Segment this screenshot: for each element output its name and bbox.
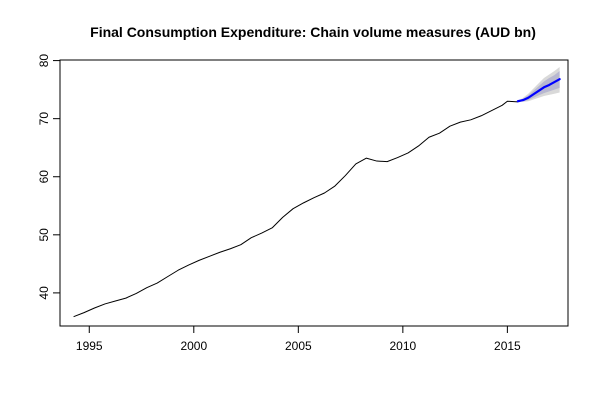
y-axis: 40 50 60 70 80 — [37, 54, 61, 300]
series-lines — [73, 78, 561, 318]
x-tick-label: 1995 — [76, 339, 103, 353]
history-series-line — [73, 100, 518, 318]
chart-title: Final Consumption Expenditure: Chain vol… — [90, 24, 536, 40]
forecast-band-95 — [517, 66, 560, 102]
y-tick-label: 80 — [37, 54, 51, 68]
plot-frame — [59, 59, 569, 327]
x-tick-label: 2010 — [389, 339, 416, 353]
x-tick-label: 2015 — [494, 339, 521, 353]
x-axis: 1995 2000 2005 2010 2015 — [76, 325, 521, 353]
forecast-band-80 — [517, 71, 560, 102]
y-tick-label: 70 — [37, 112, 51, 126]
y-tick-label: 60 — [37, 170, 51, 184]
forecast-intervals — [517, 66, 560, 102]
y-tick-label: 50 — [37, 228, 51, 242]
x-tick-label: 2000 — [180, 339, 207, 353]
x-tick-label: 2005 — [285, 339, 312, 353]
y-tick-label: 40 — [37, 286, 51, 300]
forecast-series-line — [516, 78, 561, 103]
